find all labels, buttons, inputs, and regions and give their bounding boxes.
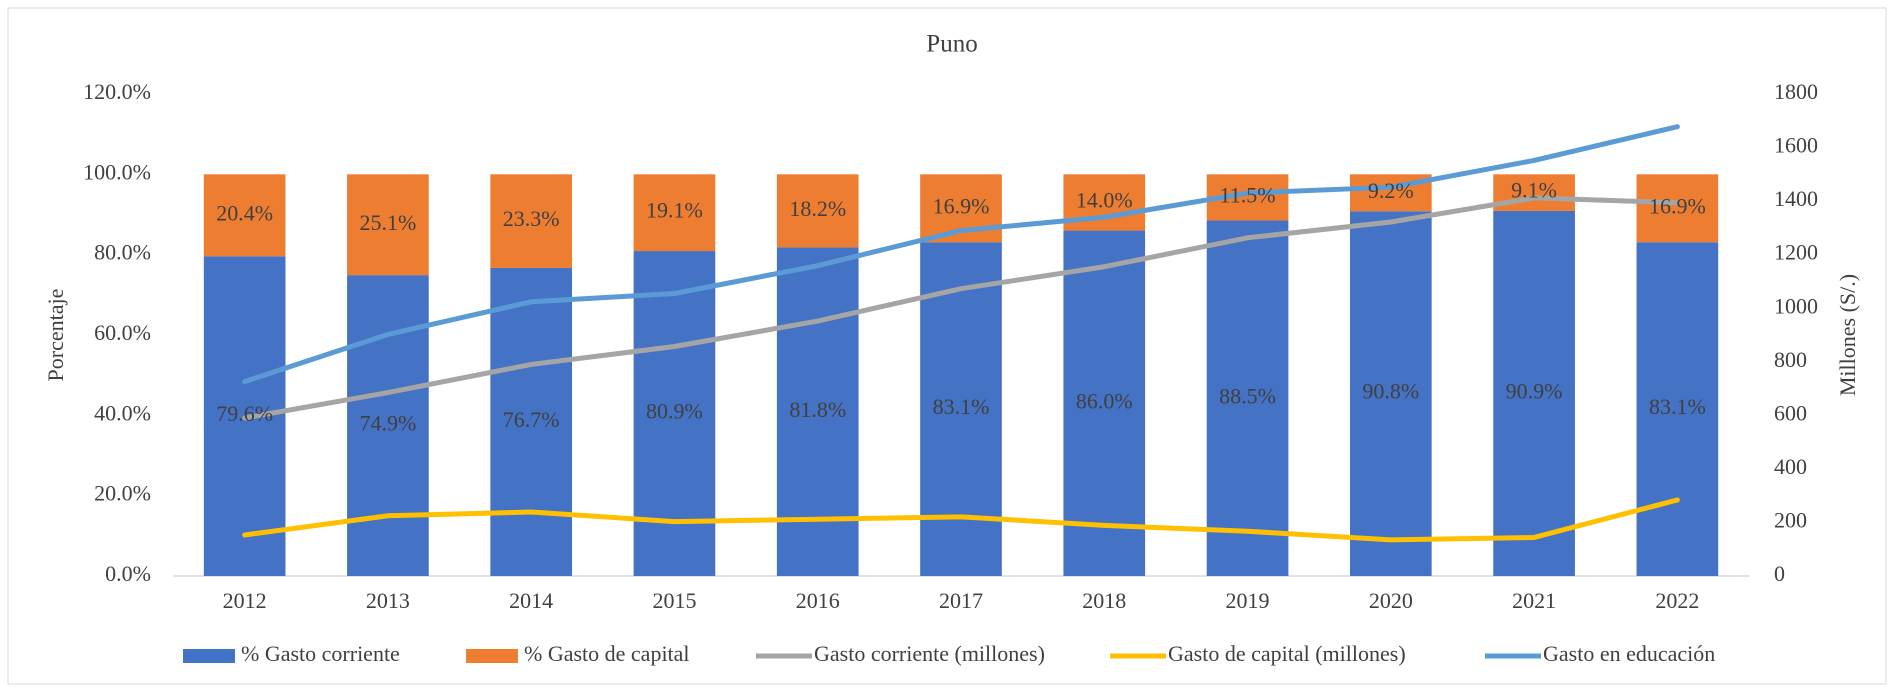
- data-label: 19.1%: [646, 198, 703, 223]
- x-tick-label: 2019: [1226, 588, 1270, 613]
- chart-title: Puno: [926, 31, 977, 58]
- bar: [1636, 242, 1719, 576]
- y-tick-label: 100.0%: [83, 159, 151, 184]
- data-label: 16.9%: [1649, 193, 1706, 218]
- y2-tick-label: 1400: [1774, 186, 1818, 211]
- data-label: 83.1%: [1649, 394, 1706, 419]
- legend-swatch: [466, 649, 518, 663]
- bar: [347, 275, 429, 576]
- data-label: 79.6%: [216, 401, 273, 426]
- legend-swatch: [183, 649, 235, 663]
- y2-tick-label: 1200: [1774, 240, 1818, 265]
- bar: [347, 174, 429, 276]
- y-tick-label: 120.0%: [83, 79, 151, 104]
- data-label: 90.8%: [1362, 379, 1419, 404]
- data-label: 83.1%: [933, 394, 990, 419]
- data-label: 23.3%: [503, 206, 560, 231]
- bar: [776, 174, 859, 248]
- data-label: 76.7%: [503, 407, 560, 432]
- y2-tick-label: 1800: [1774, 79, 1818, 104]
- y2-axis-label: Millones (S/.): [1835, 274, 1860, 396]
- y-axis-label: Porcentaje: [43, 289, 68, 382]
- y2-tick-label: 1600: [1774, 133, 1818, 158]
- y2-tick-label: 200: [1774, 507, 1807, 532]
- y2-tick-label: 0: [1774, 561, 1785, 586]
- data-label: 9.2%: [1368, 178, 1414, 203]
- data-label: 18.2%: [789, 196, 846, 221]
- data-label: 80.9%: [646, 399, 703, 424]
- data-label: 14.0%: [1076, 187, 1133, 212]
- bar: [490, 174, 573, 268]
- line: [242, 124, 1680, 385]
- bar: [1206, 220, 1289, 576]
- y2-tick-label: 800: [1774, 347, 1807, 372]
- data-label: 25.1%: [359, 210, 416, 235]
- x-tick-label: 2022: [1655, 588, 1699, 613]
- x-tick-label: 2016: [796, 588, 840, 613]
- x-tick-label: 2020: [1369, 588, 1413, 613]
- x-tick-label: 2013: [366, 588, 410, 613]
- bar: [1493, 210, 1575, 576]
- bar: [1636, 174, 1719, 243]
- y-tick-label: 40.0%: [94, 400, 151, 425]
- bar: [1063, 230, 1146, 577]
- data-label: 74.9%: [359, 411, 416, 436]
- y2-tick-label: 600: [1774, 400, 1807, 425]
- data-label: 88.5%: [1219, 383, 1276, 408]
- y-tick-label: 80.0%: [94, 240, 151, 265]
- bar: [1349, 211, 1432, 576]
- data-label: 86.0%: [1076, 388, 1133, 413]
- y-tick-label: 60.0%: [94, 320, 151, 345]
- data-label: 20.4%: [216, 200, 273, 225]
- bar: [490, 267, 573, 576]
- legend-label: Gasto en educación: [1543, 641, 1715, 666]
- y-tick-label: 0.0%: [105, 561, 151, 586]
- x-tick-label: 2012: [223, 588, 267, 613]
- data-label: 81.8%: [789, 397, 846, 422]
- x-tick-label: 2017: [939, 588, 983, 613]
- legend-label: Gasto corriente (millones): [814, 641, 1045, 666]
- line: [242, 497, 1680, 543]
- legend-label: Gasto de capital (millones): [1168, 641, 1406, 666]
- legend-label: % Gasto corriente: [241, 641, 400, 666]
- legend-label: % Gasto de capital: [524, 641, 690, 666]
- data-label: 16.9%: [933, 193, 990, 218]
- bar: [633, 174, 716, 252]
- x-tick-label: 2021: [1512, 588, 1556, 613]
- data-label: 11.5%: [1220, 182, 1276, 207]
- line: [242, 195, 1680, 421]
- bar: [203, 174, 286, 257]
- y2-tick-label: 1000: [1774, 293, 1818, 318]
- x-tick-label: 2015: [652, 588, 696, 613]
- x-tick-label: 2018: [1082, 588, 1126, 613]
- x-tick-label: 2014: [509, 588, 553, 613]
- data-label: 9.1%: [1511, 178, 1557, 203]
- y-tick-label: 20.0%: [94, 481, 151, 506]
- y2-tick-label: 400: [1774, 454, 1807, 479]
- data-label: 90.9%: [1506, 378, 1563, 403]
